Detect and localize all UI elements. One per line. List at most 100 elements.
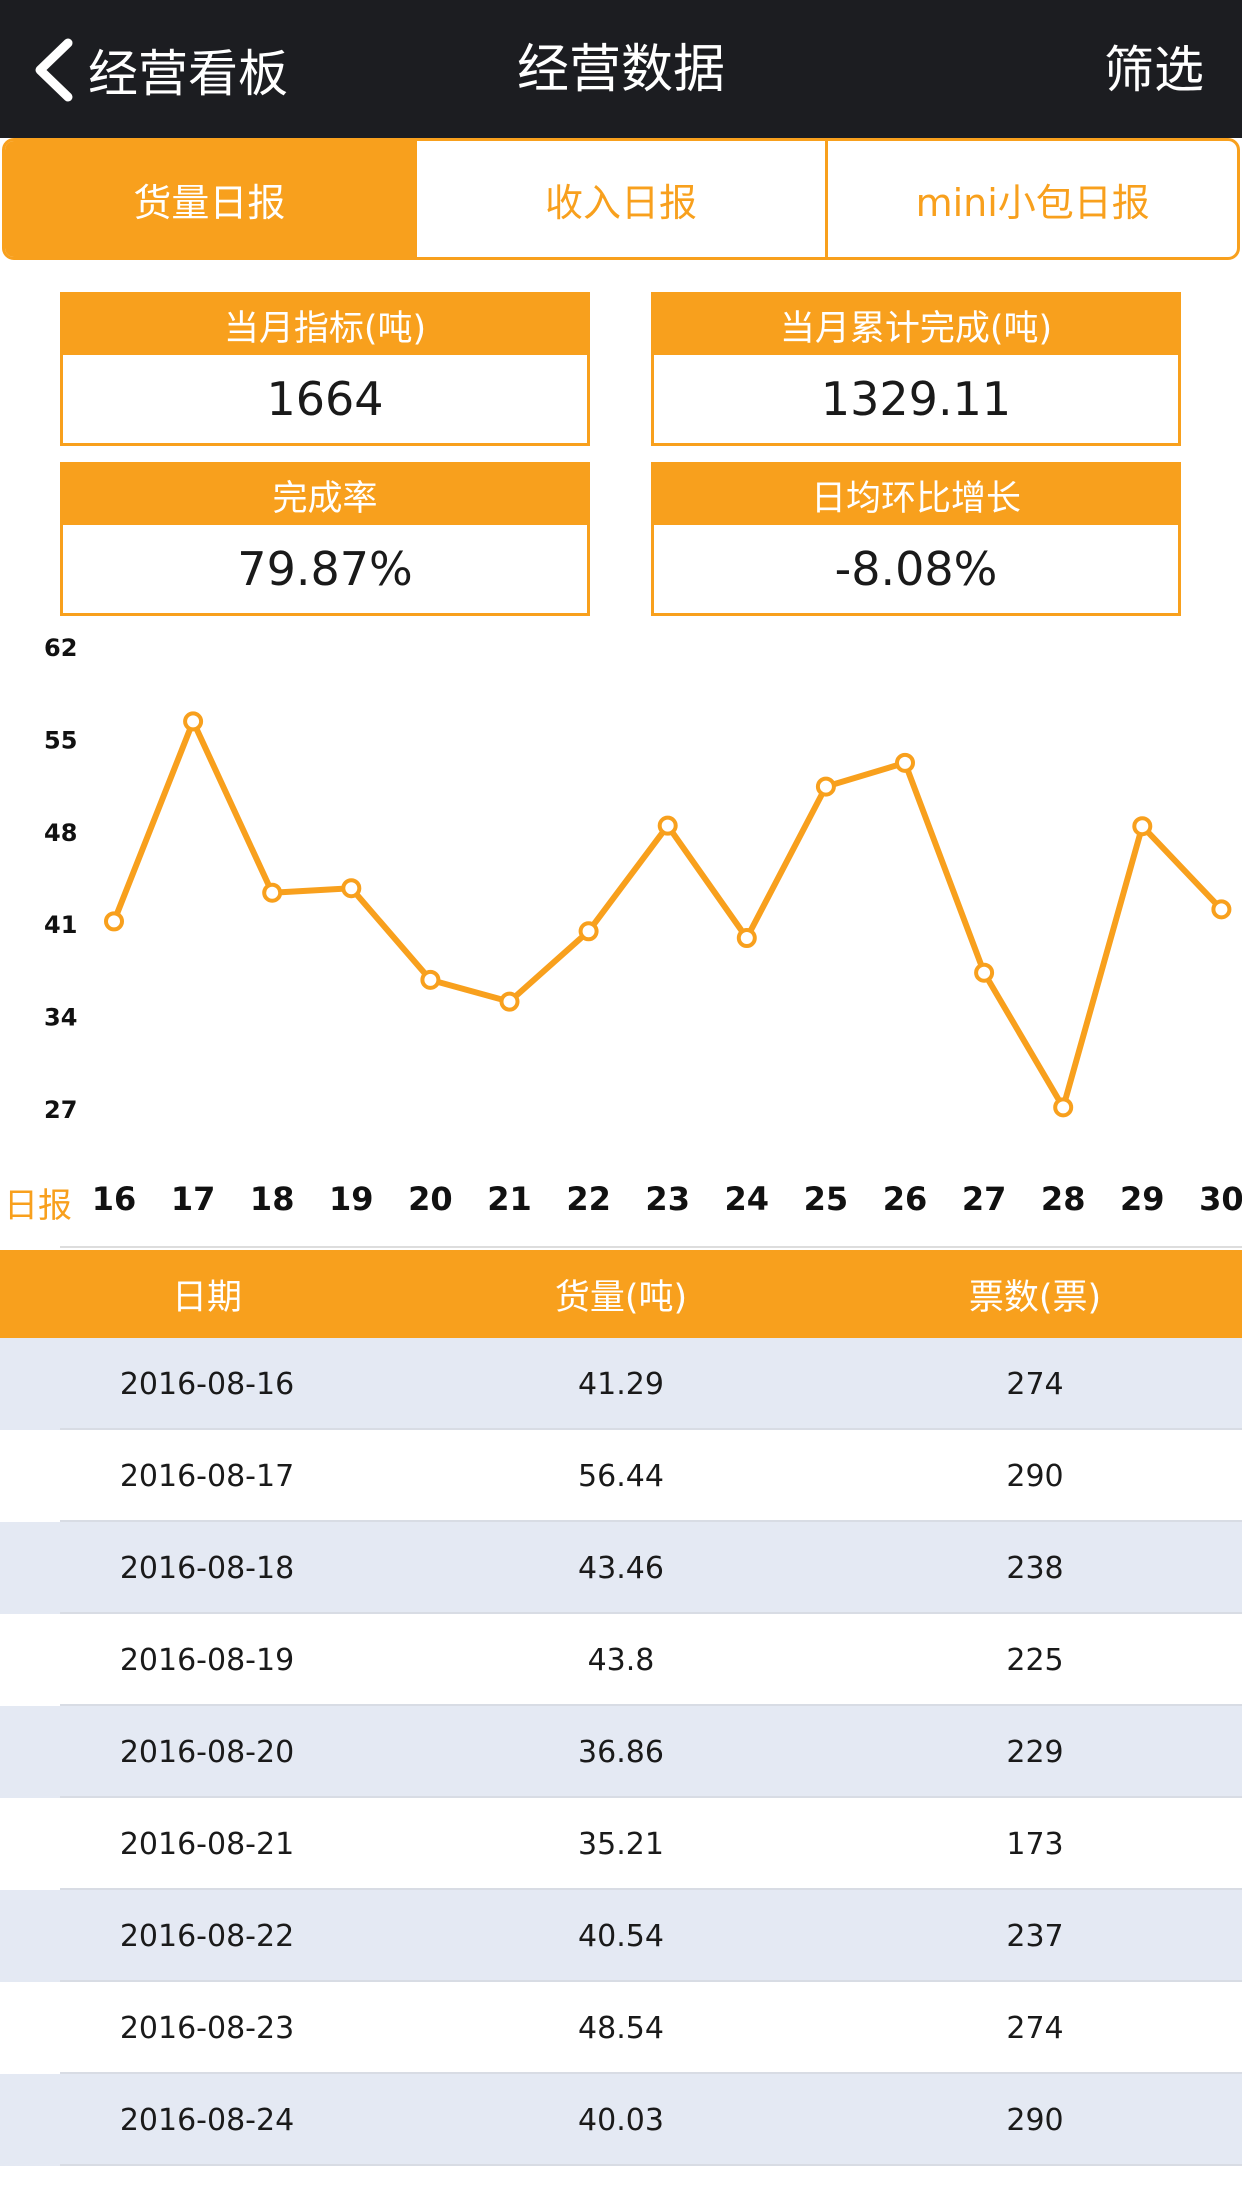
cell-volume: 35.21 <box>578 1826 664 1862</box>
data-point[interactable] <box>262 882 283 903</box>
x-tick-label: 19 <box>329 1180 374 1218</box>
monthly-done-value: 1329.11 <box>820 372 1012 426</box>
cell-date: 2016-08-16 <box>119 1366 295 1402</box>
cell-tickets: 274 <box>1006 2010 1064 2046</box>
cell-volume: 40.54 <box>578 1918 664 1954</box>
table-row[interactable]: 2016-08-16 41.29 274 <box>0 1338 1242 1430</box>
data-point[interactable] <box>657 815 678 836</box>
chart-svg: 62 55 48 41 34 27 日报 16 17 18 19 20 21 22 23 24 25 26 27 28… <box>4 634 1242 1248</box>
x-tick-label: 18 <box>250 1180 295 1218</box>
back-button[interactable]: 经营看板 <box>30 30 288 110</box>
y-tick-label: 62 <box>44 634 77 662</box>
cell-date: 2016-08-20 <box>119 1734 295 1770</box>
x-tick-label: 24 <box>725 1180 770 1218</box>
nav-bar: 经营看板 经营数据 筛选 <box>0 0 1242 138</box>
volume-line-chart: 62 55 48 41 34 27 日报 16 17 18 19 20 21 22 23 24 25 26 27 28… <box>0 620 1242 1250</box>
data-point[interactable] <box>974 962 995 983</box>
monthly-target-value: 1664 <box>266 372 384 426</box>
x-tick-label: 17 <box>171 1180 216 1218</box>
table-row[interactable] <box>0 2166 1242 2208</box>
table-row[interactable]: 2016-08-20 36.86 229 <box>0 1706 1242 1798</box>
cell-date: 2016-08-17 <box>119 1458 295 1494</box>
cell-tickets: 225 <box>1006 1642 1064 1678</box>
header-date: 日期 <box>171 1277 242 1318</box>
header-volume: 货量(吨) <box>554 1277 688 1318</box>
monthly-done-label: 当月累计完成(吨) <box>654 295 1178 355</box>
y-tick-label: 48 <box>44 819 77 847</box>
table-row[interactable]: 2016-08-22 40.54 237 <box>0 1890 1242 1982</box>
cell-tickets: 238 <box>1006 1550 1064 1586</box>
table-row[interactable]: 2016-08-19 43.8 225 <box>0 1614 1242 1706</box>
cell-volume: 56.44 <box>578 1458 664 1494</box>
daily-growth-card: 日均环比增长 -8.08% <box>651 462 1181 616</box>
x-tick-label: 27 <box>962 1180 1007 1218</box>
cell-volume: 43.8 <box>587 1642 655 1678</box>
y-tick-label: 55 <box>44 726 77 754</box>
cell-volume: 40.03 <box>578 2102 664 2138</box>
x-tick-label: 23 <box>645 1180 690 1218</box>
tab-mini-parcel-daily[interactable]: mini小包日报 <box>825 141 1237 257</box>
cell-date: 2016-08-19 <box>119 1642 295 1678</box>
monthly-done-card: 当月累计完成(吨) 1329.11 <box>651 292 1181 446</box>
x-tick-label: 22 <box>566 1180 611 1218</box>
monthly-target-card: 当月指标(吨) 1664 <box>60 292 590 446</box>
data-point[interactable] <box>736 928 757 949</box>
data-point[interactable] <box>1053 1097 1074 1118</box>
y-tick-label: 27 <box>44 1096 77 1124</box>
table-row[interactable]: 2016-08-21 35.21 173 <box>0 1798 1242 1890</box>
x-tick-label: 26 <box>883 1180 928 1218</box>
cell-tickets: 290 <box>1006 1458 1064 1494</box>
chevron-left-icon <box>35 38 73 102</box>
cell-volume: 43.46 <box>578 1550 664 1586</box>
cell-tickets: 237 <box>1006 1918 1064 1954</box>
y-tick-label: 34 <box>44 1004 77 1032</box>
cell-tickets: 229 <box>1006 1734 1064 1770</box>
report-tabs: 货量日报 收入日报 mini小包日报 <box>2 138 1240 260</box>
table-row[interactable]: 2016-08-17 56.44 290 <box>0 1430 1242 1522</box>
filter-button[interactable]: 筛选 <box>1104 41 1204 99</box>
data-point[interactable] <box>499 991 520 1012</box>
header-tickets: 票数(票) <box>968 1277 1102 1318</box>
table-row[interactable]: 2016-08-23 48.54 274 <box>0 1982 1242 2074</box>
cell-date: 2016-08-18 <box>119 1550 295 1586</box>
completion-rate-card: 完成率 79.87% <box>60 462 590 616</box>
monthly-target-label: 当月指标(吨) <box>63 295 587 355</box>
x-tick-label: 25 <box>804 1180 849 1218</box>
cell-date: 2016-08-24 <box>119 2102 295 2138</box>
table-header: 日期 货量(吨) 票数(票) <box>0 1250 1242 1338</box>
x-tick-label: 20 <box>408 1180 453 1218</box>
cell-date: 2016-08-21 <box>119 1826 295 1862</box>
x-tick-label: 30 <box>1199 1180 1242 1218</box>
x-tick-label: 29 <box>1120 1180 1165 1218</box>
data-point[interactable] <box>104 911 124 932</box>
cell-tickets: 274 <box>1006 1366 1064 1402</box>
data-point[interactable] <box>420 969 441 990</box>
table-row[interactable]: 2016-08-18 43.46 238 <box>0 1522 1242 1614</box>
table-body: 2016-08-16 41.29 274 2016-08-17 56.44 29… <box>0 1338 1242 2208</box>
table-row[interactable]: 2016-08-24 40.03 290 <box>0 2074 1242 2166</box>
cell-volume: 48.54 <box>578 2010 664 2046</box>
data-point[interactable] <box>578 921 599 942</box>
tab-revenue-daily[interactable]: 收入日报 <box>413 141 826 257</box>
data-point[interactable] <box>815 776 836 797</box>
cell-tickets: 173 <box>1006 1826 1064 1862</box>
data-point[interactable] <box>1211 899 1232 920</box>
series-line <box>111 718 1224 1111</box>
tab-volume-daily[interactable]: 货量日报 <box>5 141 414 257</box>
data-point[interactable] <box>341 878 362 899</box>
completion-rate-value: 79.87% <box>237 542 413 596</box>
completion-rate-label: 完成率 <box>63 465 587 525</box>
x-axis-label: 日报 <box>4 1186 72 1226</box>
page-title: 经营数据 <box>516 40 725 100</box>
x-tick-label: 28 <box>1041 1180 1086 1218</box>
cell-volume: 36.86 <box>578 1734 664 1770</box>
y-tick-label: 41 <box>44 911 77 939</box>
x-tick-label: 16 <box>92 1180 137 1218</box>
data-point[interactable] <box>895 752 915 773</box>
data-point[interactable] <box>1132 816 1153 837</box>
x-tick-label: 21 <box>487 1180 532 1218</box>
daily-growth-label: 日均环比增长 <box>654 465 1178 525</box>
cell-date: 2016-08-22 <box>119 1918 295 1954</box>
data-point[interactable] <box>183 711 204 732</box>
cell-tickets: 290 <box>1006 2102 1064 2138</box>
